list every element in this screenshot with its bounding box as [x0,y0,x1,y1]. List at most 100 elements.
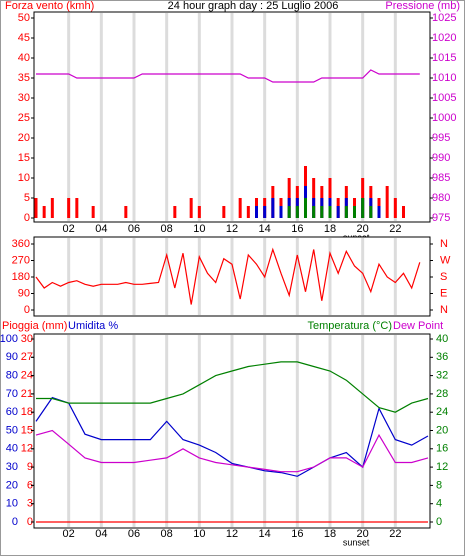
pressure-axis-label: Pressione (mb) [385,0,460,12]
y3-tick-label: 9 [27,461,33,473]
y-tick-label: 70 [6,388,18,400]
y2-tick-label: 20 [436,424,448,436]
y-tick-label: 15 [18,152,30,164]
y3-tick-label: 0 [27,516,33,528]
x-tick-label: 18 [324,528,336,540]
y-tick-label: 0 [12,516,18,528]
y2-tick-label: 40 [436,333,448,345]
y-tick-label: 40 [18,52,30,64]
y-tick-label: 35 [18,72,30,84]
x-tick-label: 12 [226,528,238,540]
wind-bar [279,206,283,218]
sunset-label: sunset [343,537,370,547]
wind-bar [189,198,193,218]
y3-tick-label: 3 [27,498,33,510]
x-tick-label: 14 [259,528,271,540]
x-tick-label: 18 [324,223,336,235]
wind-bar [353,206,356,218]
wind-bar [304,198,307,218]
wind-bar [328,206,332,218]
x-tick-label: 02 [63,223,75,235]
y-tick-label: 30 [6,461,18,473]
y3-tick-label: 24 [21,370,33,382]
y-tick-label: 20 [18,132,30,144]
y3-tick-label: 6 [27,479,33,491]
wind-bar [393,198,397,218]
y3-tick-label: 21 [21,388,33,400]
y2-tick-label: 980 [432,192,450,204]
x-tick-label: 12 [226,223,238,235]
y2-tick-label: 1000 [432,112,456,124]
humidity-axis-label: Umidita % [68,320,118,332]
y2-tick-label: 1020 [432,32,456,44]
y2-tick-label: 0 [436,516,442,528]
wind-bar [67,198,71,218]
x-tick-label: 10 [193,528,205,540]
y2-tick-label: 28 [436,388,448,400]
series-line [36,69,420,83]
y-tick-label: 360 [12,238,30,250]
wind-bar [336,206,340,218]
wind-bar [402,206,405,218]
y2-tick-label: 4 [436,498,442,510]
dew-point-label: Dew Point [393,320,443,332]
y-tick-label: 80 [6,370,18,382]
x-tick-label: 04 [95,223,107,235]
wind-bar [312,206,316,218]
y2-tick-label: E [440,287,447,299]
y2-tick-label: 8 [436,479,442,491]
rain-axis-label: Pioggia (mm) [2,320,67,332]
wind-bar [222,206,226,218]
wind-bar [75,198,79,218]
wind-bar [271,198,275,218]
y2-tick-label: N [440,304,448,316]
y-tick-label: 0 [24,212,30,224]
y-tick-label: 180 [12,271,30,283]
y2-tick-label: 1010 [432,72,456,84]
wind-bar [238,198,242,218]
y3-tick-label: 15 [21,424,33,436]
y-tick-label: 10 [6,498,18,510]
y2-tick-label: 36 [436,351,448,363]
x-tick-label: 06 [128,223,140,235]
wind-bar [361,198,365,218]
y3-tick-label: 30 [21,333,33,345]
y2-tick-label: 995 [432,132,450,144]
y-tick-label: 50 [18,12,30,24]
series-line [35,247,421,305]
chart-title: 24 hour graph day : 25 Luglio 2006 [168,0,339,12]
y-tick-label: 100 [0,333,18,345]
x-tick-label: 16 [291,528,303,540]
x-tick-label: 22 [389,223,401,235]
wind-bar [320,206,324,218]
y-tick-label: 5 [24,192,30,204]
y2-tick-label: N [440,238,448,250]
x-tick-label: 06 [128,528,140,540]
temperature-axis-label: Temperatura (°C) [308,320,392,332]
y3-tick-label: 27 [21,351,33,363]
y2-tick-label: 990 [432,152,450,164]
y-tick-label: 45 [18,32,30,44]
y2-tick-label: W [440,254,451,266]
x-tick-label: 10 [193,223,205,235]
wind-bar [124,206,128,218]
wind-bar [295,206,299,218]
y3-tick-label: 12 [21,443,33,455]
wind-bar [377,206,381,218]
x-tick-label: 16 [291,223,303,235]
x-tick-label: 02 [63,528,75,540]
wind-bar [344,206,348,218]
wind-bar [173,206,177,218]
y-tick-label: 25 [18,112,30,124]
x-tick-label: 04 [95,528,107,540]
y-tick-label: 30 [18,92,30,104]
wind-bar [50,198,54,218]
y-tick-label: 0 [24,304,30,316]
wind-bar [34,198,38,218]
y2-tick-label: 24 [436,406,448,418]
wind-bar [246,206,250,218]
y2-tick-label: 975 [432,212,450,224]
wind-bar [385,186,389,218]
x-tick-label: 08 [161,528,173,540]
